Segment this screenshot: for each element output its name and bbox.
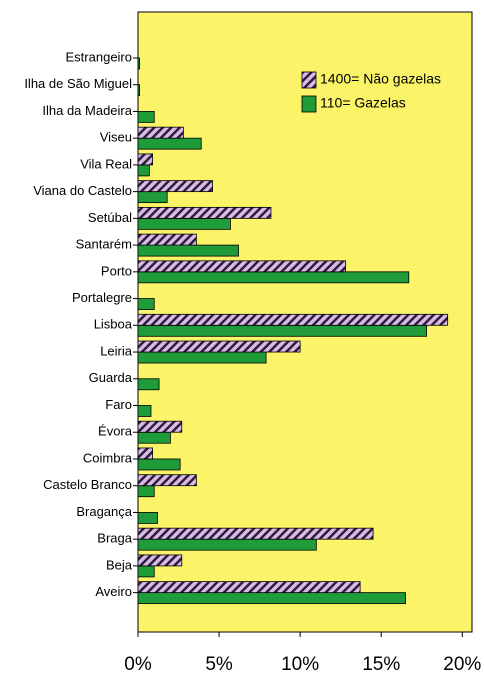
- bar: [137, 298, 155, 310]
- y-tick-label: Évora: [98, 424, 133, 439]
- x-tick-label: 10%: [281, 654, 319, 675]
- bar: [137, 485, 155, 498]
- y-tick-label: Bragança: [76, 504, 132, 519]
- bar: [137, 458, 181, 471]
- bar: [137, 233, 197, 246]
- y-tick-label: Viana do Castelo: [33, 183, 132, 198]
- x-tick-label: 5%: [205, 654, 233, 675]
- bar: [137, 137, 202, 150]
- bar: [137, 581, 361, 594]
- bar: [137, 592, 406, 605]
- y-tick-label: Vila Real: [80, 156, 132, 171]
- legend-swatch: [301, 95, 317, 113]
- x-tick-label: 20%: [443, 654, 481, 675]
- bar: [137, 554, 183, 567]
- bar: [137, 271, 410, 284]
- bar: [137, 217, 231, 230]
- x-tick-label: 15%: [362, 654, 400, 675]
- y-tick-label: Aveiro: [95, 584, 132, 599]
- y-tick-label: Castelo Branco: [43, 477, 132, 492]
- y-tick-label: Faro: [105, 397, 132, 412]
- bar: [137, 447, 153, 460]
- bar: [137, 405, 152, 417]
- y-tick-label: Ilha de São Miguel: [24, 76, 132, 91]
- bar: [137, 244, 239, 257]
- bar: [137, 180, 213, 193]
- y-tick-label: Braga: [97, 531, 132, 546]
- bar: [137, 565, 155, 578]
- y-tick-label: Estrangeiro: [66, 49, 132, 64]
- bar: [137, 474, 197, 487]
- bar: [137, 420, 183, 433]
- y-tick-label: Portalegre: [72, 290, 132, 305]
- y-tick-label: Setúbal: [88, 210, 132, 225]
- y-tick-label: Leiria: [100, 343, 133, 358]
- legend-label: 1400= Não gazelas: [320, 71, 441, 87]
- bar: [137, 340, 301, 353]
- bar: [137, 206, 272, 219]
- y-tick-label: Lisboa: [94, 317, 133, 332]
- bar: [137, 164, 150, 177]
- bar: [137, 111, 155, 123]
- bar: [137, 527, 374, 540]
- bar: [137, 378, 160, 391]
- bar: [137, 84, 141, 97]
- y-tick-label: Viseu: [100, 130, 132, 145]
- bar: [137, 57, 141, 70]
- bar: [137, 191, 168, 204]
- bar: [137, 153, 153, 166]
- bar: [137, 431, 171, 444]
- bar: [137, 324, 428, 337]
- y-tick-label: Porto: [101, 263, 132, 278]
- bar: [137, 512, 158, 524]
- y-tick-label: Santarém: [76, 237, 132, 252]
- bar: [137, 126, 184, 139]
- y-tick-label: Beja: [106, 557, 133, 572]
- x-tick-label: 0%: [124, 654, 152, 675]
- bar: [137, 538, 317, 551]
- legend-label: 110= Gazelas: [320, 95, 406, 111]
- bar: [137, 260, 346, 273]
- bar: [137, 313, 449, 326]
- legend-swatch: [301, 71, 317, 89]
- y-tick-label: Guarda: [89, 370, 133, 385]
- y-tick-label: Coimbra: [83, 450, 133, 465]
- bar: [137, 351, 267, 364]
- y-tick-label: Ilha da Madeira: [42, 103, 132, 118]
